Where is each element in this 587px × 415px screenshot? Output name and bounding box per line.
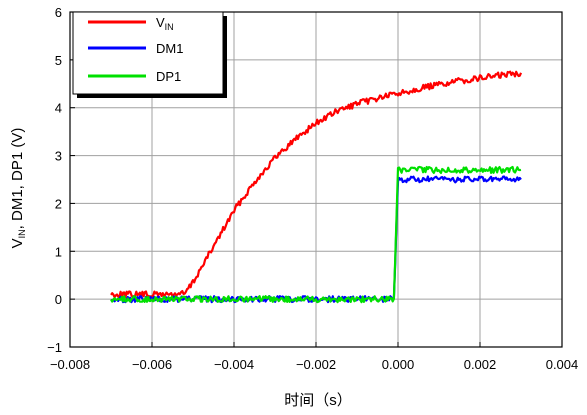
x-tick-label: 0.004 (546, 357, 579, 372)
y-tick-label: 3 (55, 149, 62, 164)
series-line-dp1 (110, 165, 522, 304)
y-tick-label: 6 (55, 5, 62, 20)
x-tick-label: 0.000 (382, 357, 415, 372)
legend-label-dm1: DM1 (156, 41, 183, 56)
x-tick-labels: −0.008 −0.006 −0.004 −0.002 0.000 0.002 0.004 (50, 357, 578, 372)
legend-box (72, 11, 224, 95)
y-tick-label: 4 (55, 101, 62, 116)
x-tick-label: 0.002 (464, 357, 497, 372)
y-tick-labels: −1 0 1 2 3 4 5 6 (47, 5, 62, 355)
legend-label-dp1: DP1 (156, 69, 181, 84)
series-layer (110, 70, 523, 304)
x-axis-title: 时间（s） (284, 392, 352, 409)
x-tick-label: −0.002 (296, 357, 336, 372)
y-tick-label: 2 (55, 196, 62, 211)
x-tick-label: −0.008 (50, 357, 90, 372)
y-tick-label: −1 (47, 340, 62, 355)
legend: VIN DM1 DP1 (72, 11, 227, 98)
legend-label-vin: VIN (156, 15, 174, 32)
plot-frame (69, 11, 563, 348)
y-tick-label: 1 (55, 244, 62, 259)
y-tick-label: 5 (55, 53, 62, 68)
series-line-v (110, 70, 523, 299)
y-axis-title: VIN, DM1, DP1 (V) (9, 128, 27, 249)
x-tick-label: −0.004 (214, 357, 254, 372)
x-tick-label: −0.006 (132, 357, 172, 372)
y-tick-label: 0 (55, 292, 62, 307)
